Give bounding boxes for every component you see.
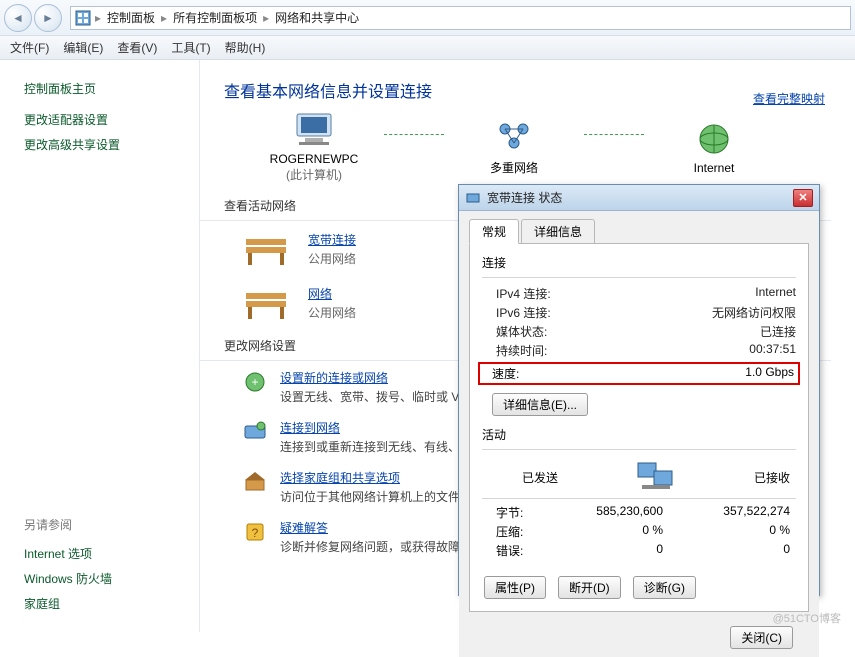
- new-connection-icon: +: [242, 369, 268, 395]
- network-icon: [493, 119, 535, 155]
- watermark: @51CTO博客: [773, 610, 841, 626]
- compression-sent: 0 %: [556, 523, 683, 540]
- disconnect-button[interactable]: 断开(D): [558, 576, 621, 599]
- sent-label: 已发送: [522, 469, 558, 486]
- connection-icon: [465, 190, 481, 206]
- sidebar-home[interactable]: 控制面板主页: [24, 80, 187, 97]
- menu-edit[interactable]: 编辑(E): [63, 39, 103, 56]
- menu-tools[interactable]: 工具(T): [171, 39, 210, 56]
- ipv6-value: 无网络访问权限: [712, 304, 796, 321]
- breadcrumb-item[interactable]: 控制面板: [105, 9, 157, 26]
- chevron-right-icon: ▸: [95, 11, 101, 25]
- speed-value: 1.0 Gbps: [745, 365, 794, 382]
- control-panel-icon: [75, 10, 91, 26]
- node-label: Internet: [644, 161, 784, 175]
- divider: [482, 449, 796, 450]
- page-title: 查看基本网络信息并设置连接: [224, 78, 831, 102]
- close-button[interactable]: ✕: [793, 189, 813, 207]
- globe-icon: [693, 121, 735, 157]
- group-activity: 活动: [482, 426, 796, 443]
- node-internet: Internet: [644, 121, 784, 175]
- connection-subtitle: 公用网络: [308, 250, 356, 267]
- activity-icon: [632, 458, 680, 496]
- menu-bar: 文件(F) 编辑(E) 查看(V) 工具(T) 帮助(H): [0, 36, 855, 60]
- close-dialog-button[interactable]: 关闭(C): [730, 626, 793, 649]
- breadcrumb-item[interactable]: 所有控制面板项: [171, 9, 259, 26]
- errors-recv: 0: [683, 542, 790, 559]
- diagnose-button[interactable]: 诊断(G): [633, 576, 696, 599]
- sidebar: 控制面板主页 更改适配器设置 更改高级共享设置 另请参阅 Internet 选项…: [0, 60, 200, 632]
- received-label: 已接收: [754, 469, 790, 486]
- connection-title[interactable]: 网络: [308, 285, 356, 302]
- tab-strip: 常规 详细信息: [469, 219, 809, 244]
- compression-label: 压缩:: [496, 523, 556, 540]
- speed-label: 速度:: [492, 365, 519, 382]
- back-button[interactable]: ◄: [4, 4, 32, 32]
- svg-text:+: +: [251, 375, 258, 389]
- media-label: 媒体状态:: [496, 323, 547, 340]
- tab-pane-general: 连接 IPv4 连接: Internet IPv6 连接: 无网络访问权限 媒体状态…: [469, 244, 809, 612]
- nav-toolbar: ◄ ► ▸ 控制面板 ▸ 所有控制面板项 ▸ 网络和共享中心: [0, 0, 855, 36]
- chevron-right-icon: ▸: [263, 11, 269, 25]
- bench-icon: [242, 229, 290, 269]
- forward-button[interactable]: ►: [34, 4, 62, 32]
- errors-sent: 0: [556, 542, 683, 559]
- divider: [482, 277, 796, 278]
- status-dialog: 宽带连接 状态 ✕ 常规 详细信息 连接 IPv4 连接: Internet IP…: [458, 184, 820, 596]
- menu-file[interactable]: 文件(F): [10, 39, 49, 56]
- node-this-pc: ROGERNEWPC (此计算机): [244, 112, 384, 183]
- ipv4-value: Internet: [755, 285, 796, 302]
- node-label: 多重网络: [444, 159, 584, 176]
- address-bar[interactable]: ▸ 控制面板 ▸ 所有控制面板项 ▸ 网络和共享中心: [70, 6, 851, 30]
- properties-button[interactable]: 属性(P): [484, 576, 546, 599]
- node-multi-network: 多重网络: [444, 119, 584, 176]
- connection-title[interactable]: 宽带连接: [308, 231, 356, 248]
- connection-line: [584, 134, 644, 135]
- view-full-map-link[interactable]: 查看完整映射: [753, 90, 825, 107]
- menu-view[interactable]: 查看(V): [117, 39, 157, 56]
- duration-value: 00:37:51: [749, 342, 796, 359]
- connection-line: [384, 134, 444, 135]
- sidebar-see-also-title: 另请参阅: [24, 516, 187, 533]
- sidebar-adapter-settings[interactable]: 更改适配器设置: [24, 111, 187, 128]
- bytes-recv: 357,522,274: [683, 504, 790, 521]
- menu-help[interactable]: 帮助(H): [225, 39, 266, 56]
- tab-details[interactable]: 详细信息: [521, 219, 595, 244]
- dialog-title: 宽带连接 状态: [487, 189, 793, 206]
- media-value: 已连接: [760, 323, 796, 340]
- duration-label: 持续时间:: [496, 342, 547, 359]
- sidebar-firewall[interactable]: Windows 防火墙: [24, 570, 187, 587]
- sidebar-homegroup[interactable]: 家庭组: [24, 595, 187, 612]
- compression-recv: 0 %: [683, 523, 790, 540]
- troubleshoot-icon: ?: [242, 519, 268, 545]
- sidebar-internet-options[interactable]: Internet 选项: [24, 545, 187, 562]
- bytes-sent: 585,230,600: [556, 504, 683, 521]
- bench-icon: [242, 283, 290, 323]
- network-map: ROGERNEWPC (此计算机) 多重网络 Internet: [244, 112, 831, 183]
- sidebar-sharing-settings[interactable]: 更改高级共享设置: [24, 136, 187, 153]
- group-connection: 连接: [482, 254, 796, 271]
- homegroup-icon: [242, 469, 268, 495]
- connection-subtitle: 公用网络: [308, 304, 356, 321]
- breadcrumb-item[interactable]: 网络和共享中心: [273, 9, 361, 26]
- chevron-right-icon: ▸: [161, 11, 167, 25]
- computer-icon: [293, 112, 335, 148]
- svg-text:?: ?: [252, 526, 259, 540]
- tab-general[interactable]: 常规: [469, 219, 519, 244]
- details-button[interactable]: 详细信息(E)...: [492, 393, 588, 416]
- ipv6-label: IPv6 连接:: [496, 304, 551, 321]
- dialog-titlebar[interactable]: 宽带连接 状态 ✕: [459, 185, 819, 211]
- node-sublabel: (此计算机): [244, 166, 384, 183]
- errors-label: 错误:: [496, 542, 556, 559]
- speed-row-highlight: 速度: 1.0 Gbps: [478, 362, 800, 385]
- node-label: ROGERNEWPC: [244, 152, 384, 166]
- ipv4-label: IPv4 连接:: [496, 285, 551, 302]
- connect-network-icon: [242, 419, 268, 445]
- bytes-label: 字节:: [496, 504, 556, 521]
